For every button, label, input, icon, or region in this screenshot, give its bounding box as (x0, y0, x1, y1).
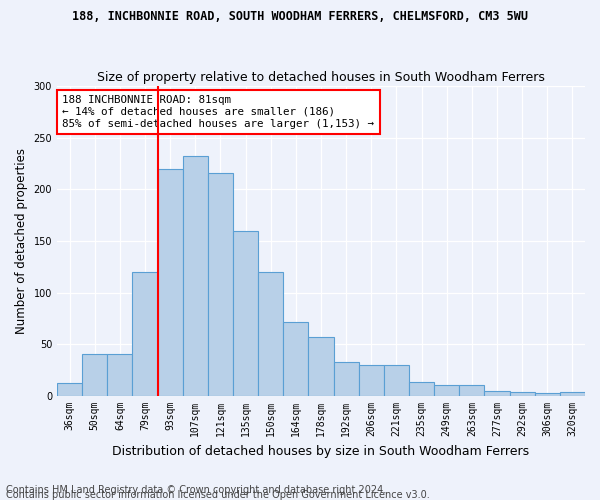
Bar (183, 156, 208, 396)
Bar (158, 168, 183, 396)
Bar (535, 393, 560, 396)
X-axis label: Distribution of detached houses by size in South Woodham Ferrers: Distribution of detached houses by size … (112, 444, 530, 458)
Text: Contains public sector information licensed under the Open Government Licence v3: Contains public sector information licen… (6, 490, 430, 500)
Bar (509, 392, 535, 396)
Text: Contains HM Land Registry data © Crown copyright and database right 2024.: Contains HM Land Registry data © Crown c… (6, 485, 386, 495)
Text: 188 INCHBONNIE ROAD: 81sqm
← 14% of detached houses are smaller (186)
85% of sem: 188 INCHBONNIE ROAD: 81sqm ← 14% of deta… (62, 96, 374, 128)
Bar (459, 384, 484, 396)
Y-axis label: Number of detached properties: Number of detached properties (15, 148, 28, 334)
Bar (384, 365, 409, 396)
Bar (334, 362, 359, 396)
Bar (308, 337, 334, 396)
Title: Size of property relative to detached houses in South Woodham Ferrers: Size of property relative to detached ho… (97, 70, 545, 84)
Bar (57, 382, 82, 396)
Bar (409, 382, 434, 396)
Bar (208, 173, 233, 396)
Text: 188, INCHBONNIE ROAD, SOUTH WOODHAM FERRERS, CHELMSFORD, CM3 5WU: 188, INCHBONNIE ROAD, SOUTH WOODHAM FERR… (72, 10, 528, 23)
Bar (82, 354, 107, 396)
Bar (560, 392, 585, 396)
Bar (233, 230, 258, 396)
Bar (359, 365, 384, 396)
Bar (434, 384, 459, 396)
Bar (133, 272, 158, 396)
Bar (107, 354, 133, 396)
Bar (258, 272, 283, 396)
Bar (283, 322, 308, 396)
Bar (484, 391, 509, 396)
